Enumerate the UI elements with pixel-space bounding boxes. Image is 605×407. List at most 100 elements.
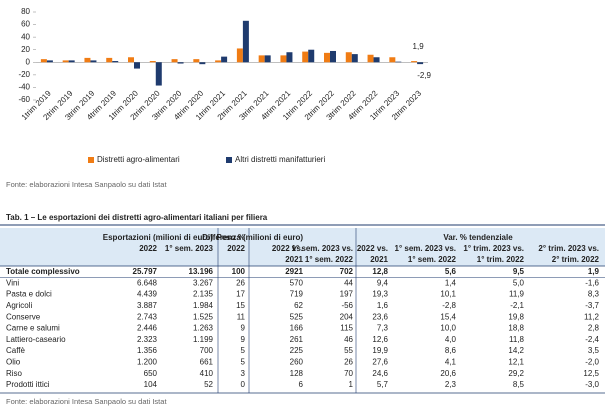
y-tick-label: 60 [21, 20, 30, 29]
column-header: 1° sem. 2022 [408, 255, 457, 264]
group-header: Esportazioni (milioni di euro) [103, 233, 214, 242]
column-header: 2021 [285, 255, 303, 264]
bar [324, 52, 330, 63]
bar [236, 48, 243, 63]
legend-swatch [88, 157, 94, 163]
table-cell: 62 [294, 301, 303, 310]
bar [389, 57, 396, 63]
table-cell: 100 [232, 267, 246, 276]
table-cell: 260 [290, 358, 304, 367]
bar [221, 56, 228, 63]
y-tick-label: 80 [21, 7, 30, 16]
table-cell: 23,6 [372, 312, 388, 321]
bar [149, 61, 156, 63]
y-tick-label: -20 [18, 70, 30, 79]
y-tick-label: -40 [18, 83, 30, 92]
table-cell: 0 [241, 380, 246, 389]
row-label: Totale complessivo [6, 267, 80, 276]
bar [330, 50, 336, 63]
table-cell: 2,3 [445, 380, 457, 389]
table-cell: 46 [344, 335, 353, 344]
table-cell: 1,9 [588, 267, 600, 276]
table-cell: 29,2 [508, 369, 524, 378]
column-header: 2021 [370, 255, 388, 264]
legend-label: Altri distretti manifatturieri [235, 155, 325, 164]
column-header: 2° trim. 2022 [552, 255, 600, 264]
bar [155, 62, 162, 86]
table-cell: 261 [290, 335, 304, 344]
table-cell: 55 [344, 346, 353, 355]
table-cell: 1 [349, 380, 354, 389]
bar [106, 57, 113, 63]
row-label: Olio [6, 358, 21, 367]
table-cell: 70 [344, 369, 353, 378]
table-cell: -2,8 [442, 301, 456, 310]
table-cell: 1,6 [377, 301, 389, 310]
bar [264, 55, 271, 63]
bar [395, 61, 402, 63]
bar [302, 51, 309, 63]
table-cell: 12,1 [508, 358, 524, 367]
row-label: Pasta e dolci [6, 290, 52, 299]
table-title: Tab. 1 – Le esportazioni dei distretti a… [6, 213, 268, 222]
table-cell: 52 [204, 380, 213, 389]
table-cell: 12,8 [372, 267, 388, 276]
table-cell: 702 [340, 267, 354, 276]
table-cell: 4.439 [137, 290, 158, 299]
bar [193, 59, 200, 63]
table-cell: 12,6 [372, 335, 388, 344]
table-cell: 19,8 [508, 312, 524, 321]
table-cell: 661 [200, 358, 214, 367]
table-cell: 9,4 [377, 278, 389, 287]
bar [68, 60, 75, 63]
table-cell: 24,6 [372, 369, 388, 378]
table-cell: 9 [241, 324, 246, 333]
bar [411, 61, 418, 63]
column-header: 1° trim. 2022 [477, 255, 525, 264]
bar [367, 54, 374, 63]
column-header: 1° sem. 2023 [165, 244, 214, 253]
table-cell: 11,2 [584, 312, 600, 321]
table-cell: 8,3 [588, 290, 600, 299]
table-cell: 14,2 [508, 346, 524, 355]
column-header: 2° trim. 2023 vs. [538, 244, 599, 253]
table-cell: 19,9 [372, 346, 388, 355]
row-label: Conserve [6, 312, 41, 321]
y-tick-label: 40 [21, 32, 30, 41]
legend-swatch [226, 157, 232, 163]
row-label: Lattiero-caseario [6, 335, 66, 344]
column-header: 2022 vs. [357, 244, 388, 253]
group-header: Peso % [217, 233, 245, 242]
table-cell: 6.648 [137, 278, 158, 287]
table-cell: -2,4 [585, 335, 599, 344]
bar [128, 57, 134, 63]
table-cell: -3,7 [585, 301, 599, 310]
group-header: Var. % tendenziale [443, 233, 513, 242]
table-cell: 20,6 [440, 369, 456, 378]
table-cell: 44 [344, 278, 353, 287]
table-cell: 2.743 [137, 312, 158, 321]
column-header: 2022 vs. [272, 244, 303, 253]
table-cell: 2.135 [193, 290, 214, 299]
bar [215, 60, 222, 63]
table-cell: 525 [290, 312, 304, 321]
y-tick-label: 0 [26, 57, 31, 66]
bar [351, 54, 358, 63]
table-cell: 11,9 [509, 290, 525, 299]
bar [40, 59, 47, 63]
table-cell: 4,0 [445, 335, 457, 344]
table-cell: 128 [290, 369, 304, 378]
table-header-band [0, 228, 605, 266]
table-cell: 25.797 [133, 267, 158, 276]
table-cell: 5 [241, 346, 246, 355]
table-cell: 2,8 [588, 324, 600, 333]
chart-source: Fonte: elaborazioni Intesa Sanpaolo su d… [6, 180, 167, 189]
table-cell: 19,3 [372, 290, 388, 299]
table-cell: 2921 [285, 267, 303, 276]
table-cell: 7,3 [377, 324, 389, 333]
table-cell: 13.196 [189, 267, 214, 276]
table-cell: 2.446 [137, 324, 158, 333]
table-cell: 12,5 [583, 369, 599, 378]
table-cell: 1.200 [137, 358, 158, 367]
